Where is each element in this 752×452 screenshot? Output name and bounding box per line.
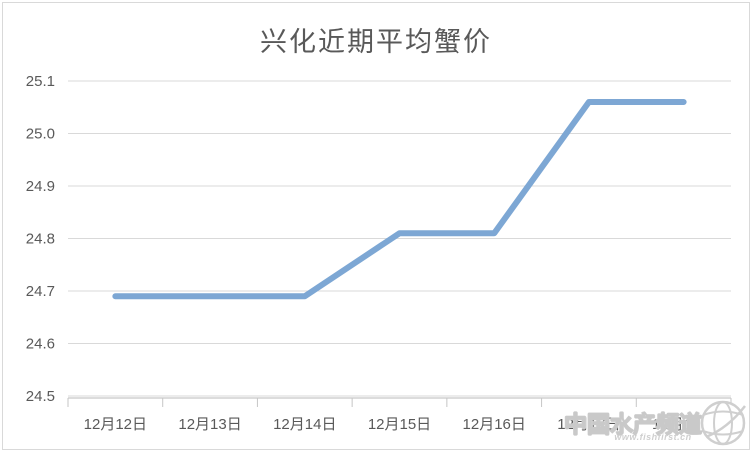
y-axis-label: 24.7: [26, 283, 55, 300]
y-axis-label: 24.9: [26, 178, 55, 195]
watermark-text: 中国水产频道: [563, 410, 702, 437]
y-axis-label: 24.8: [26, 231, 55, 248]
x-axis-label: 12月16日: [463, 416, 526, 433]
price-line-series: [112, 99, 687, 300]
y-axis-label: 25.1: [26, 73, 55, 90]
x-axis-label: 12月14日: [273, 416, 336, 433]
y-axis-label: 24.6: [26, 336, 55, 353]
x-axis-label: 12月12日: [84, 416, 147, 433]
watermark: 中国水产频道 www.fishfirst.cn: [560, 399, 752, 452]
y-axis-label: 24.5: [26, 388, 55, 405]
x-axis-label: 12月13日: [178, 416, 241, 433]
watermark-url: www.fishfirst.cn: [614, 432, 692, 442]
x-axis-label: 12月15日: [368, 416, 431, 433]
x-axis-label: 12月18日: [652, 416, 715, 433]
y-axis-label: 25.0: [26, 126, 55, 143]
x-axis-label: 12月17日: [557, 416, 620, 433]
chart-title: 兴化近期平均蟹价: [260, 27, 492, 57]
globe-icon: [700, 400, 746, 446]
